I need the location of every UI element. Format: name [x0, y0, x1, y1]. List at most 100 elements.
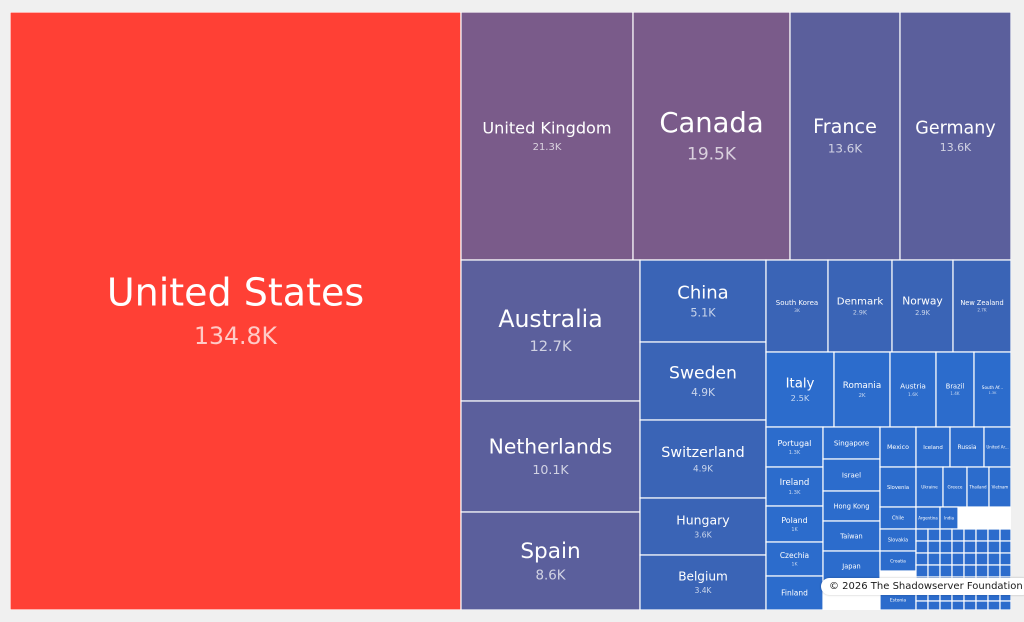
treemap-tile-sweden[interactable]: Sweden 4.9K — [639, 341, 767, 421]
treemap-tile-small-4[interactable] — [963, 528, 977, 542]
treemap-tile-argentina[interactable]: Argentina — [915, 506, 941, 530]
treemap-tile-small-48[interactable] — [915, 600, 929, 610]
treemap-tile-austria[interactable]: Austria 1.6K — [889, 351, 937, 428]
treemap-tile-slovenia[interactable]: Slovenia — [879, 466, 917, 508]
tile-value: 2.5K — [791, 393, 810, 403]
tile-label: Germany — [915, 118, 995, 138]
treemap-tile-united-ar[interactable]: United Ar... — [983, 426, 1011, 468]
treemap-tile-small-22[interactable] — [987, 552, 1001, 566]
treemap-tile-israel[interactable]: Israel — [822, 458, 881, 492]
treemap-tile-small-52[interactable] — [963, 600, 977, 610]
treemap-tile-switzerland[interactable]: Switzerland 4.9K — [639, 419, 767, 499]
treemap-tile-small-7[interactable] — [999, 528, 1011, 542]
treemap-tile-ukraine[interactable]: Ukraine — [915, 466, 944, 508]
tile-label: Finland — [781, 589, 808, 598]
treemap-tile-singapore[interactable]: Singapore — [822, 426, 881, 460]
treemap-tile-small-19[interactable] — [951, 552, 965, 566]
treemap-tile-small-21[interactable] — [975, 552, 989, 566]
treemap-tile-thailand[interactable]: Thailand — [966, 466, 990, 508]
treemap-tile-small-29[interactable] — [975, 564, 989, 578]
treemap-tile-small-0[interactable] — [915, 528, 929, 542]
tile-label: Hungary — [676, 513, 730, 528]
treemap-tile-japan[interactable]: Japan — [822, 550, 881, 582]
treemap-tile-small-14[interactable] — [987, 540, 1001, 554]
tile-label: Ireland — [780, 478, 810, 488]
treemap-tile-small-25[interactable] — [927, 564, 941, 578]
tile-rect — [460, 259, 641, 402]
treemap-tile-spain[interactable]: Spain 8.6K — [460, 511, 641, 610]
treemap-tile-poland[interactable]: Poland 1K — [765, 505, 824, 543]
tile-label: Portugal — [778, 438, 812, 448]
treemap-tile-slovakia[interactable]: Slovakia — [879, 528, 917, 552]
treemap-tile-small-10[interactable] — [939, 540, 953, 554]
treemap-tile-small-3[interactable] — [951, 528, 965, 542]
treemap-tile-taiwan[interactable]: Taiwan — [822, 520, 881, 552]
treemap-tile-portugal[interactable]: Portugal 1.3K — [765, 426, 824, 468]
treemap-tile-mexico[interactable]: Mexico — [879, 426, 917, 468]
treemap-tile-small-1[interactable] — [927, 528, 941, 542]
treemap-tile-india[interactable]: India — [939, 506, 959, 530]
treemap-tile-australia[interactable]: Australia 12.7K — [460, 259, 641, 402]
treemap-tile-small-20[interactable] — [963, 552, 977, 566]
tile-rect — [827, 259, 893, 353]
treemap-tile-small-54[interactable] — [987, 600, 1001, 610]
treemap-tile-small-18[interactable] — [939, 552, 953, 566]
treemap-tile-small-12[interactable] — [963, 540, 977, 554]
treemap-tile-small-6[interactable] — [987, 528, 1001, 542]
tile-label: Sweden — [669, 363, 737, 383]
tile-label: United States — [107, 270, 364, 314]
treemap-tile-united-states[interactable]: United States 134.8K — [10, 12, 462, 610]
treemap-tile-small-23[interactable] — [999, 552, 1011, 566]
treemap-tile-hong-kong[interactable]: Hong Kong — [822, 490, 881, 522]
treemap-tile-vietnam[interactable]: Vietnam — [988, 466, 1011, 508]
treemap-tile-canada[interactable]: Canada 19.5K — [632, 12, 791, 261]
treemap-tile-small-26[interactable] — [939, 564, 953, 578]
treemap-tile-germany[interactable]: Germany 13.6K — [899, 12, 1011, 261]
treemap-tile-chile[interactable]: Chile — [879, 506, 917, 530]
treemap-tile-ireland[interactable]: Ireland 1.3K — [765, 466, 824, 507]
treemap-tile-romania[interactable]: Romania 2K — [833, 351, 891, 428]
treemap-tile-small-17[interactable] — [927, 552, 941, 566]
treemap-tile-small-53[interactable] — [975, 600, 989, 610]
treemap-tile-small-51[interactable] — [951, 600, 965, 610]
treemap-tile-greece[interactable]: Greece — [942, 466, 968, 508]
tile-value: 2.9K — [915, 309, 930, 317]
treemap-tile-iceland[interactable]: Iceland — [915, 426, 951, 468]
treemap-tile-belgium[interactable]: Belgium 3.4K — [639, 554, 767, 610]
treemap-tile-small-16[interactable] — [915, 552, 929, 566]
treemap-tile-small-30[interactable] — [987, 564, 1001, 578]
treemap-tile-denmark[interactable]: Denmark 2.9K — [827, 259, 893, 353]
treemap-tile-small-9[interactable] — [927, 540, 941, 554]
treemap-tile-small-31[interactable] — [999, 564, 1011, 578]
treemap-tile-norway[interactable]: Norway 2.9K — [891, 259, 954, 353]
treemap-tile-small-28[interactable] — [963, 564, 977, 578]
treemap-tile-small-24[interactable] — [915, 564, 929, 578]
treemap-tile-small-5[interactable] — [975, 528, 989, 542]
treemap-tile-small-15[interactable] — [999, 540, 1011, 554]
tile-label: Denmark — [837, 296, 884, 307]
treemap-tile-china[interactable]: China 5.1K — [639, 259, 767, 343]
treemap-tile-small-27[interactable] — [951, 564, 965, 578]
treemap-tile-small-11[interactable] — [951, 540, 965, 554]
tile-rect — [765, 259, 829, 353]
treemap-tile-france[interactable]: France 13.6K — [789, 12, 901, 261]
tile-rect — [822, 550, 881, 582]
treemap-tile-small-50[interactable] — [939, 600, 953, 610]
treemap-tile-croatia[interactable]: Croatia — [879, 550, 917, 572]
treemap-tile-small-55[interactable] — [999, 600, 1011, 610]
treemap-tile-south-af[interactable]: South Af...1.3K — [973, 351, 1011, 428]
treemap-tile-finland[interactable]: Finland — [765, 575, 824, 610]
treemap-tile-netherlands[interactable]: Netherlands 10.1K — [460, 400, 641, 513]
treemap-tile-small-49[interactable] — [927, 600, 941, 610]
treemap-tile-small-2[interactable] — [939, 528, 953, 542]
treemap-tile-united-kingdom[interactable]: United Kingdom 21.3K — [460, 12, 634, 261]
treemap-tile-small-13[interactable] — [975, 540, 989, 554]
treemap-tile-hungary[interactable]: Hungary 3.6K — [639, 497, 767, 556]
treemap-tile-small-8[interactable] — [915, 540, 929, 554]
treemap-tile-russia[interactable]: Russia — [949, 426, 985, 468]
